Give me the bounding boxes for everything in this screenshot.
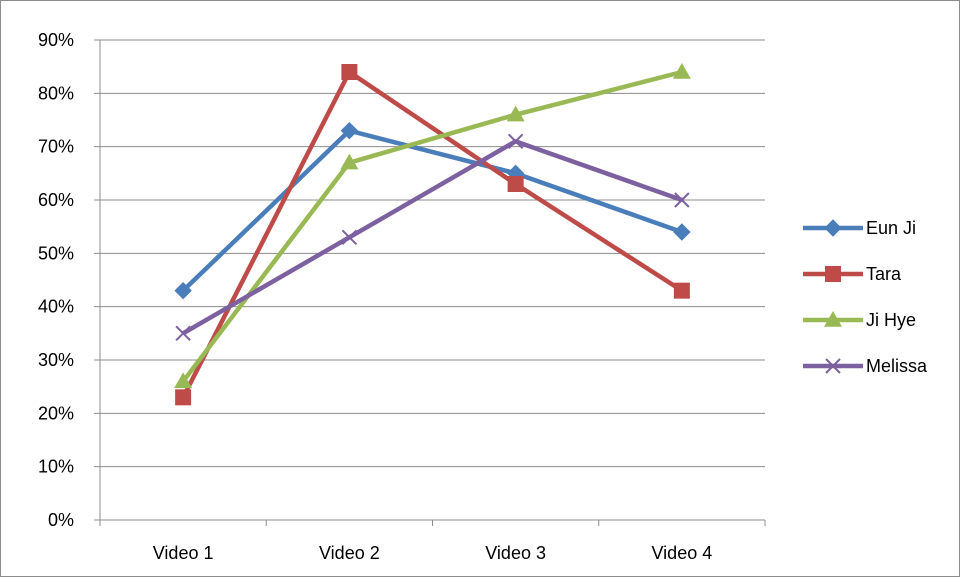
y-tick-label: 0% [48,510,74,530]
y-tick-label: 10% [38,457,74,477]
x-tick-label: Video 2 [319,543,380,563]
x-tick-label: Video 1 [153,543,214,563]
series-line-melissa [181,139,683,336]
x-marker-stroke [674,192,690,208]
data-point-eun-ji [673,223,691,241]
y-tick-label: 50% [38,243,74,263]
x-marker-stroke [175,325,191,342]
data-point-eun-ji [340,121,359,140]
legend-marker-eun-ji [824,219,842,237]
legend-marker-tara [825,266,841,282]
x-marker-stroke [341,229,358,246]
data-point-tara [175,389,192,406]
y-tick-label: 70% [38,137,74,157]
legend-marker-ji-hye [824,311,842,327]
legend-marker-melissa [825,358,841,374]
x-marker-stroke [825,358,841,374]
series-line-tara [181,69,684,399]
x-tick-label: Video 4 [652,543,713,563]
legend-label-eun-ji: Eun Ji [866,218,916,238]
y-tick-label: 30% [38,350,74,370]
y-tick-label: 80% [38,83,74,103]
series-line-eun-ji [181,128,683,293]
x-tick-label: Video 3 [485,543,546,563]
data-point-ji-hye [506,105,525,122]
y-tick-label: 90% [38,30,74,50]
data-point-melissa [341,229,358,246]
data-point-eun-ji [174,281,192,300]
data-point-tara [507,176,524,192]
data-point-tara [673,282,690,299]
legend-label-melissa: Melissa [866,356,928,376]
series-line-ji-hye [181,69,683,383]
y-tick-label: 60% [38,190,74,210]
legend-label-ji-hye: Ji Hye [866,310,916,330]
x-marker-stroke [507,133,524,150]
data-point-ji-hye [672,63,691,79]
data-point-tara [341,64,358,80]
y-tick-label: 40% [38,297,74,317]
y-tick-label: 20% [38,403,74,423]
data-point-melissa [507,133,524,150]
data-point-melissa [175,325,191,342]
legend: Eun Ji Tara Ji Hye Melissa [803,218,928,376]
data-point-ji-hye [174,372,193,389]
data-point-melissa [674,192,690,208]
data-point-ji-hye [340,153,359,170]
legend-label-tara: Tara [866,264,902,284]
